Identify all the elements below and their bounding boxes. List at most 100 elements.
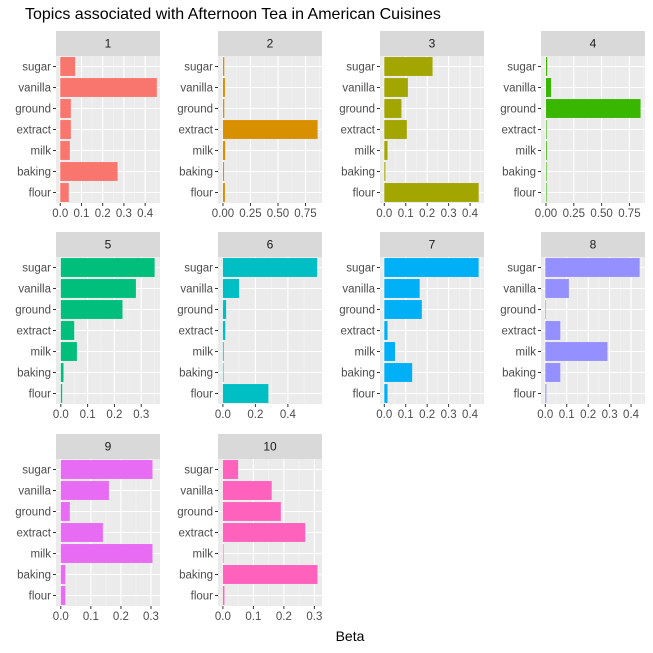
x-tick-label: 0.00 xyxy=(212,208,234,220)
bar-5-milk xyxy=(60,342,77,361)
facet-strip-8 xyxy=(541,232,645,257)
y-tick-label: vanilla xyxy=(180,83,213,95)
bar-6-milk xyxy=(222,342,224,361)
y-tick-label: sugar xyxy=(507,62,536,74)
bar-2-extract xyxy=(222,120,318,139)
y-tick-label: extract xyxy=(340,125,375,137)
y-tick-label: baking xyxy=(179,167,213,179)
facet-label-1: 1 xyxy=(105,37,112,51)
y-tick-label: sugar xyxy=(22,465,51,477)
x-tick-label: 0.3 xyxy=(143,611,159,623)
x-tick-label: 0.25 xyxy=(563,208,585,220)
facet-strip-6 xyxy=(218,232,322,257)
bar-2-flour xyxy=(222,183,225,202)
bar-3-flour xyxy=(384,183,479,202)
bar-9-milk xyxy=(60,544,153,563)
y-tick-label: milk xyxy=(193,549,214,561)
x-tick-label: 0.0 xyxy=(215,409,231,421)
x-tick-label: 0.3 xyxy=(116,208,132,220)
bar-7-ground xyxy=(384,300,422,319)
bar-6-sugar xyxy=(222,258,318,277)
facet-strip-4 xyxy=(541,31,645,56)
x-tick-label: 0.4 xyxy=(137,208,154,220)
y-tick-label: flour xyxy=(353,389,376,401)
bar-1-sugar xyxy=(60,57,76,76)
y-tick-label: sugar xyxy=(184,62,213,74)
y-tick-label: baking xyxy=(341,368,375,380)
x-tick-label: 0.4 xyxy=(623,409,640,421)
bar-5-extract xyxy=(60,321,75,340)
y-tick-label: baking xyxy=(179,368,213,380)
y-tick-label: baking xyxy=(179,570,213,582)
x-tick-label: 0.1 xyxy=(398,208,414,220)
bar-3-baking xyxy=(384,162,386,181)
x-tick-label: 0.25 xyxy=(239,208,261,220)
y-tick-label: ground xyxy=(177,104,213,116)
x-tick-label: 0.1 xyxy=(80,409,96,421)
y-tick-label: vanilla xyxy=(180,284,213,296)
x-tick-label: 0.4 xyxy=(280,409,297,421)
bar-7-vanilla xyxy=(384,279,420,298)
x-tick-label: 0.0 xyxy=(376,208,392,220)
y-tick-label: extract xyxy=(340,326,375,338)
bar-8-milk xyxy=(545,342,608,361)
bar-5-sugar xyxy=(60,258,155,277)
x-tick-label: 0.2 xyxy=(106,409,122,421)
bar-8-baking xyxy=(545,363,561,382)
y-tick-label: flour xyxy=(29,389,52,401)
y-tick-label: sugar xyxy=(22,263,51,275)
bar-5-flour xyxy=(60,384,63,403)
facet-strip-1 xyxy=(56,31,160,56)
y-tick-label: vanilla xyxy=(342,284,375,296)
bar-8-vanilla xyxy=(545,279,569,298)
bar-10-vanilla xyxy=(222,481,272,500)
bar-1-extract xyxy=(60,120,71,139)
x-tick-label: 0.75 xyxy=(294,208,316,220)
y-tick-label: extract xyxy=(178,125,213,137)
y-tick-label: vanilla xyxy=(18,486,51,498)
x-tick-label: 0.3 xyxy=(306,611,322,623)
bar-8-extract xyxy=(545,321,561,340)
bar-5-baking xyxy=(60,363,64,382)
y-tick-label: vanilla xyxy=(342,83,375,95)
bar-4-extract xyxy=(546,120,547,139)
y-tick-label: baking xyxy=(502,368,536,380)
bar-4-milk xyxy=(546,141,547,160)
x-tick-label: 0.0 xyxy=(215,611,231,623)
y-tick-label: ground xyxy=(15,507,51,519)
bar-8-sugar xyxy=(545,258,640,277)
x-tick-label: 0.0 xyxy=(53,611,69,623)
bar-9-baking xyxy=(60,565,66,584)
y-tick-label: ground xyxy=(500,305,536,317)
bar-1-ground xyxy=(60,99,71,118)
facet-strip-2 xyxy=(218,31,322,56)
bar-1-baking xyxy=(60,162,118,181)
y-tick-label: ground xyxy=(177,507,213,519)
y-tick-label: ground xyxy=(339,305,375,317)
bar-3-extract xyxy=(384,120,407,139)
y-tick-label: ground xyxy=(177,305,213,317)
y-tick-label: flour xyxy=(191,591,214,603)
x-tick-label: 0.4 xyxy=(462,409,479,421)
facet-label-2: 2 xyxy=(267,37,274,51)
y-tick-label: vanilla xyxy=(503,284,536,296)
facet-label-9: 9 xyxy=(105,440,112,454)
x-tick-label: 0.0 xyxy=(52,208,68,220)
x-tick-label: 0.2 xyxy=(419,208,435,220)
y-tick-label: milk xyxy=(31,146,52,158)
bar-2-baking xyxy=(222,162,225,181)
bar-2-milk xyxy=(222,141,226,160)
y-tick-label: extract xyxy=(178,326,213,338)
x-tick-label: 0.75 xyxy=(618,208,640,220)
bar-3-ground xyxy=(384,99,402,118)
bar-4-sugar xyxy=(546,57,548,76)
y-tick-label: vanilla xyxy=(18,83,51,95)
x-tick-label: 0.50 xyxy=(267,208,289,220)
x-tick-label: 0.2 xyxy=(580,409,596,421)
bar-10-flour xyxy=(222,586,225,605)
y-tick-label: milk xyxy=(355,146,376,158)
y-tick-label: milk xyxy=(355,347,376,359)
y-tick-label: sugar xyxy=(184,465,213,477)
x-tick-label: 0.3 xyxy=(133,409,149,421)
y-tick-label: sugar xyxy=(507,263,536,275)
